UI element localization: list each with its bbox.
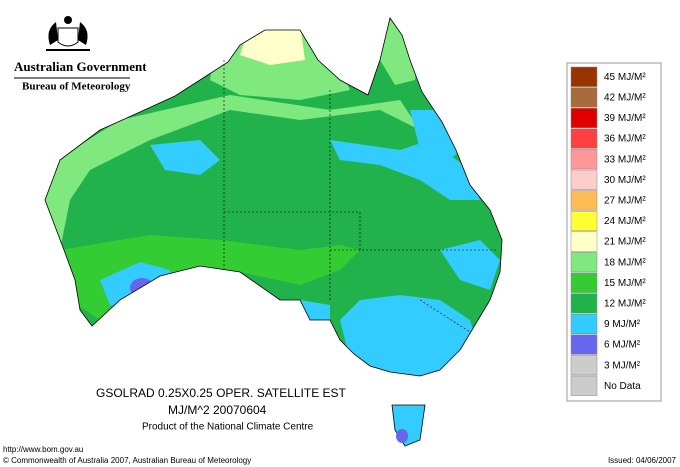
legend-label: 39 MJ/M² (604, 113, 646, 124)
legend-swatch (570, 149, 598, 170)
legend-label: 3 MJ/M² (604, 360, 641, 371)
legend-label: 30 MJ/M² (604, 175, 646, 186)
legend-swatch (570, 272, 598, 293)
footer-url: http://www.bom.gov.au (3, 445, 83, 454)
zone-9 (340, 295, 480, 375)
legend-label: No Data (604, 381, 641, 392)
legend-label: 36 MJ/M² (604, 134, 646, 145)
crest-shield (57, 27, 79, 47)
legend-swatch (570, 66, 598, 87)
zone-9 (440, 240, 500, 290)
legend-swatch (570, 210, 598, 232)
legend-label: 6 MJ/M² (604, 340, 641, 351)
zone-6 (396, 429, 408, 443)
legend-label: 21 MJ/M² (604, 237, 646, 248)
agency-name: Bureau of Meteorology (22, 81, 131, 93)
legend-label: 9 MJ/M² (604, 319, 641, 330)
legend-swatch (570, 87, 598, 108)
coastline (44, 17, 503, 377)
legend-swatch (570, 293, 598, 314)
caption-line: Product of the National Climate Centre (142, 422, 314, 433)
footer-copyright: © Commonwealth of Australia 2007, Austra… (3, 456, 251, 465)
zone-15 (60, 235, 360, 320)
legend-label: 24 MJ/M² (604, 216, 646, 227)
legend-swatch (570, 355, 598, 376)
caption-line: MJ/M^2 20070604 (168, 403, 267, 417)
legend-swatch (570, 107, 598, 129)
legend-label: 15 MJ/M² (604, 278, 646, 289)
footer-issued: Issued: 04/06/2007 (608, 456, 677, 465)
legend-swatch (570, 375, 598, 396)
legend-swatch (570, 169, 598, 190)
legend-swatch (570, 313, 598, 335)
legend-label: 12 MJ/M² (604, 299, 646, 310)
legend-label: 27 MJ/M² (604, 196, 646, 207)
crest-star (64, 16, 72, 24)
legend-swatch (570, 128, 598, 149)
legend-label: 33 MJ/M² (604, 154, 646, 165)
zone-18 (45, 95, 420, 250)
caption-line: GSOLRAD 0.25X0.25 OPER. SATELLITE EST (96, 386, 347, 400)
legend-swatch (570, 190, 598, 211)
legend: 45 MJ/M² 42 MJ/M² 39 MJ/M² 36 MJ/M² 33 MJ/M²… (570, 66, 646, 396)
government-name: Australian Government (14, 59, 147, 74)
crest-supporters (48, 22, 88, 45)
legend-label: 45 MJ/M² (604, 72, 646, 83)
legend-swatch (570, 231, 598, 252)
logo: Australian Government Bureau of Meteorol… (14, 16, 147, 93)
zone-9 (150, 140, 220, 175)
legend-label: 18 MJ/M² (604, 257, 646, 268)
state-borders (223, 60, 498, 333)
legend-label: 42 MJ/M² (604, 93, 646, 104)
legend-swatch (570, 252, 598, 273)
legend-swatch (570, 334, 598, 355)
